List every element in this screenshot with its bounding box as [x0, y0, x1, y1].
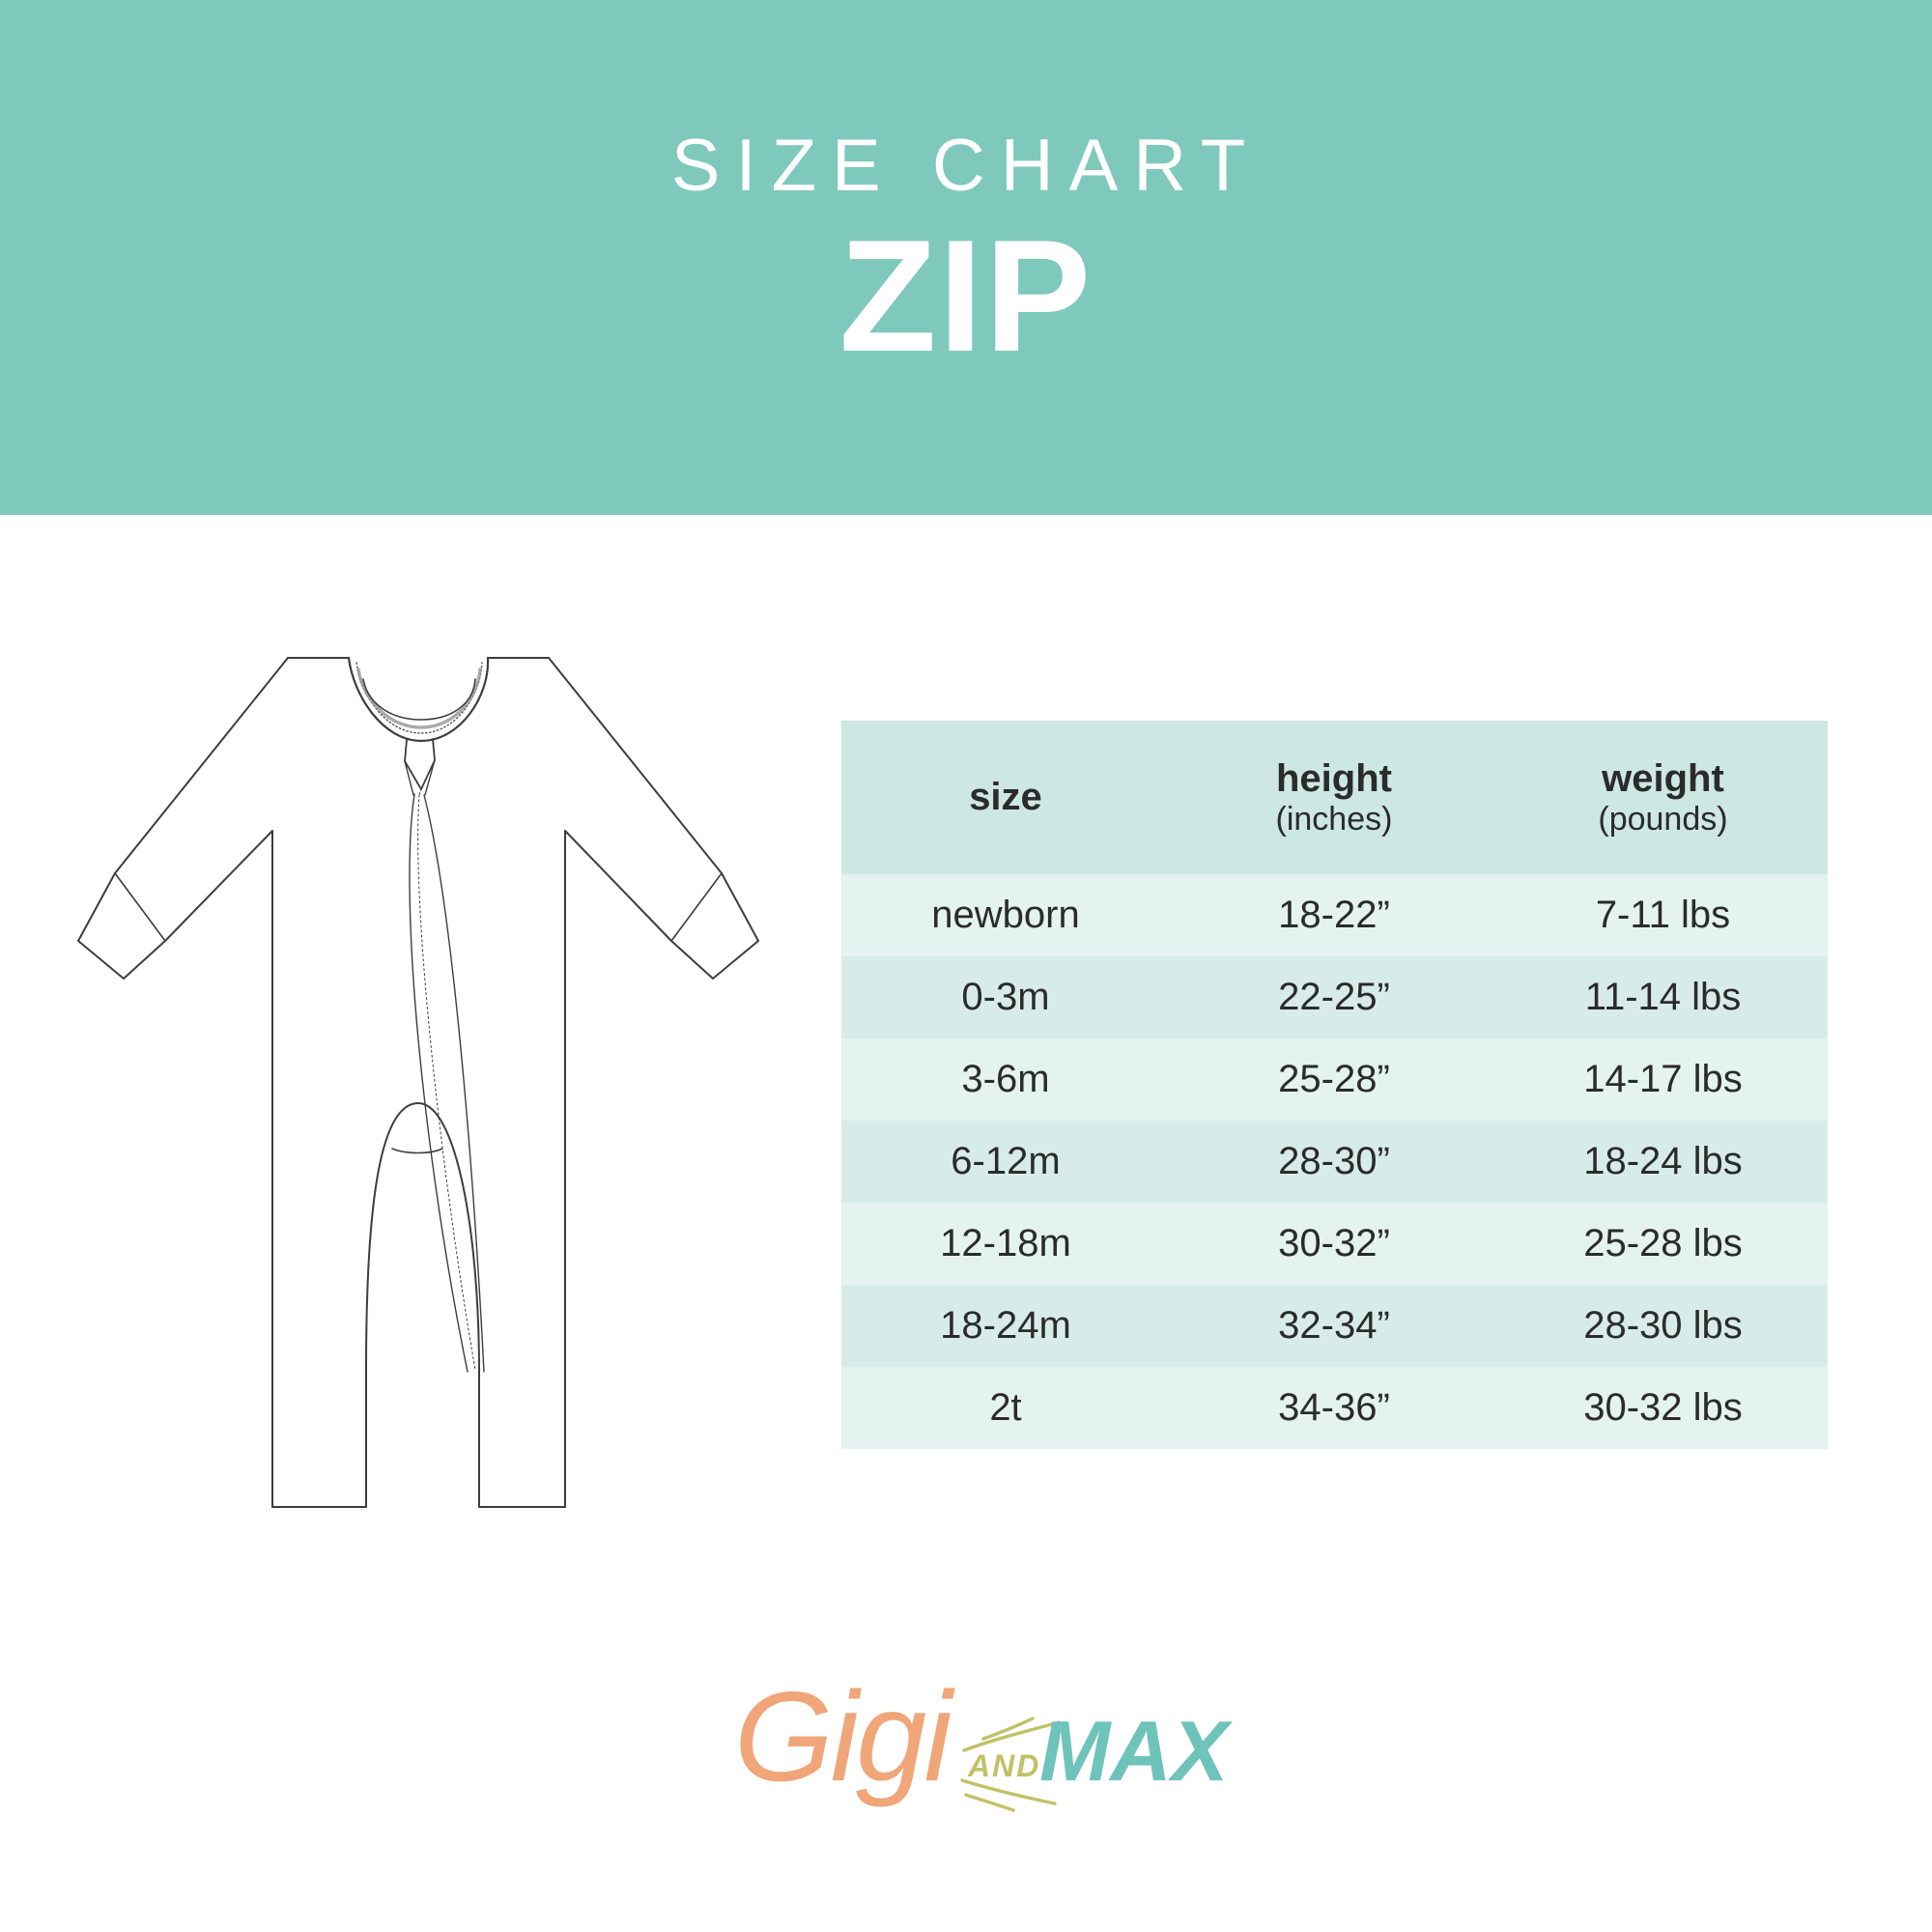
svg-text:AND: AND [967, 1748, 1040, 1783]
svg-text:Gigi: Gigi [734, 1676, 955, 1807]
svg-text:MAX: MAX [1039, 1703, 1234, 1799]
